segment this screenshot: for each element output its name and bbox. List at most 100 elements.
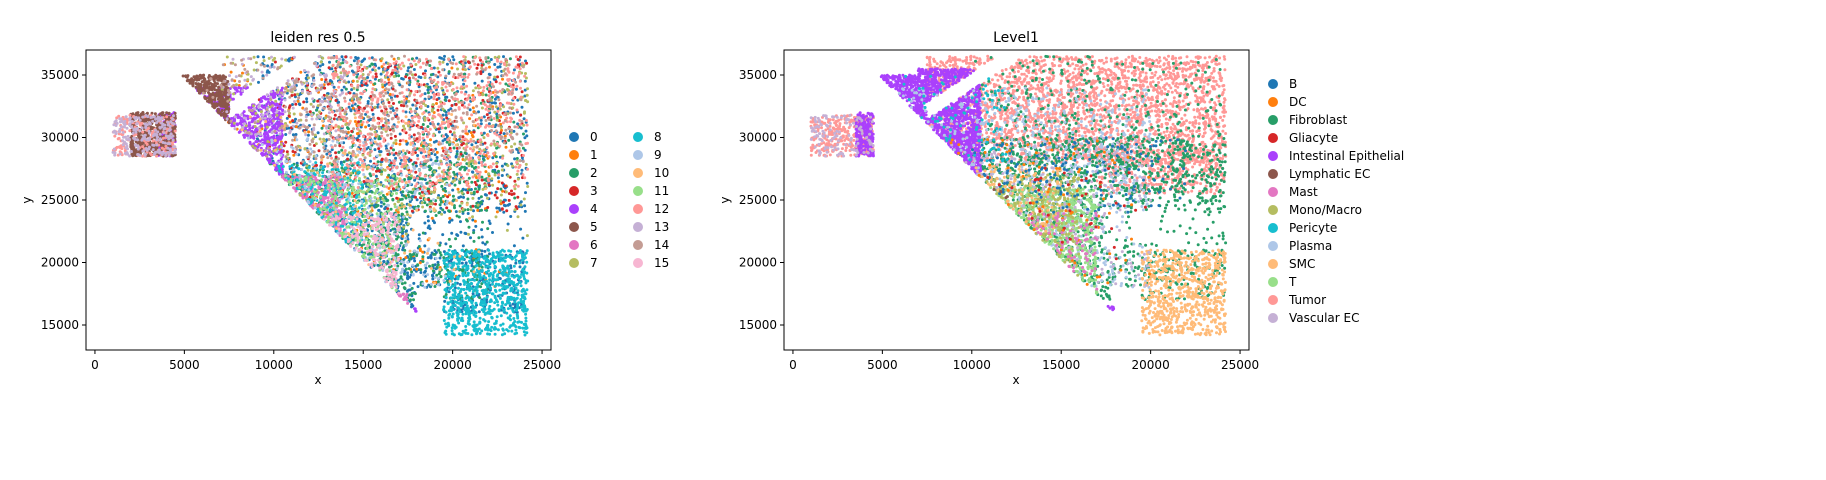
point-0 <box>512 129 516 133</box>
point-0 <box>520 105 524 109</box>
point-5 <box>219 98 223 102</box>
point-0 <box>464 232 468 236</box>
point-2 <box>406 193 410 197</box>
point-7 <box>498 107 502 111</box>
point-2 <box>484 93 488 97</box>
point-0 <box>262 55 266 59</box>
point-7 <box>292 112 296 116</box>
point-0 <box>451 188 455 192</box>
point-0 <box>367 124 371 127</box>
point-0 <box>316 131 320 135</box>
point-3 <box>344 55 348 59</box>
point-0 <box>448 220 451 224</box>
point-0 <box>407 288 411 292</box>
point-1 <box>484 170 488 174</box>
point-7 <box>497 55 501 59</box>
point-0 <box>489 58 493 61</box>
point-2 <box>468 188 471 192</box>
point-0 <box>496 176 500 180</box>
point-7 <box>482 136 486 140</box>
point-0 <box>523 79 527 83</box>
point-3 <box>507 192 511 196</box>
point-3 <box>412 133 416 137</box>
point-3 <box>434 202 437 206</box>
point-7 <box>502 105 506 109</box>
point-7 <box>421 205 425 209</box>
point-1 <box>473 219 477 223</box>
point-7 <box>460 201 464 205</box>
point-2 <box>443 98 447 102</box>
point-7 <box>524 99 527 102</box>
point-0 <box>518 265 522 269</box>
point-3 <box>285 150 289 154</box>
point-4 <box>271 110 275 113</box>
point-3 <box>393 65 397 69</box>
point-2 <box>412 252 415 256</box>
point-7 <box>448 140 452 144</box>
point-0 <box>483 249 487 253</box>
point-7 <box>252 55 256 59</box>
point-2 <box>480 208 483 212</box>
point-0 <box>477 310 481 314</box>
point-5 <box>130 146 134 150</box>
point-0 <box>431 277 435 281</box>
point-2 <box>410 286 414 290</box>
point-5 <box>186 78 190 82</box>
point-0 <box>342 85 346 89</box>
point-4 <box>266 134 270 138</box>
point-7 <box>347 151 351 155</box>
point-3 <box>380 157 384 161</box>
point-3 <box>334 151 338 155</box>
point-3 <box>410 209 414 213</box>
point-7 <box>266 140 270 143</box>
point-7 <box>402 124 405 128</box>
point-3 <box>333 113 337 117</box>
point-5 <box>191 84 195 88</box>
point-7 <box>232 121 236 125</box>
point-0 <box>384 144 388 148</box>
point-4 <box>270 135 274 139</box>
point-5 <box>214 102 218 106</box>
point-5 <box>153 112 157 116</box>
point-1 <box>351 79 355 83</box>
point-3 <box>500 181 504 185</box>
point-0 <box>500 174 504 177</box>
point-7 <box>420 201 424 205</box>
point-3 <box>302 100 306 104</box>
point-0 <box>340 88 344 92</box>
point-1 <box>435 150 439 154</box>
point-6 <box>402 298 406 301</box>
point-0 <box>473 81 477 85</box>
point-7 <box>463 158 467 162</box>
point-0 <box>480 79 484 83</box>
point-5 <box>185 75 189 79</box>
point-7 <box>407 124 410 128</box>
point-7 <box>386 98 390 102</box>
point-2 <box>417 245 421 248</box>
point-2 <box>436 280 440 284</box>
point-2 <box>491 169 495 173</box>
point-0 <box>432 66 436 70</box>
point-0 <box>378 150 381 153</box>
point-2 <box>472 191 476 195</box>
point-7 <box>319 60 323 64</box>
point-7 <box>392 141 396 145</box>
point-7 <box>522 197 526 201</box>
point-2 <box>444 189 448 193</box>
point-0 <box>382 260 386 264</box>
point-2 <box>368 64 372 68</box>
point-2 <box>320 126 324 130</box>
point-2 <box>448 210 452 213</box>
point-2 <box>374 205 378 209</box>
point-3 <box>507 198 511 202</box>
point-3 <box>450 104 454 107</box>
point-0 <box>523 204 527 208</box>
point-0 <box>514 261 518 265</box>
point-7 <box>506 164 510 168</box>
point-0 <box>355 57 359 61</box>
point-0 <box>294 117 297 121</box>
point-2 <box>380 233 384 237</box>
point-2 <box>447 70 451 74</box>
point-0 <box>471 170 474 174</box>
